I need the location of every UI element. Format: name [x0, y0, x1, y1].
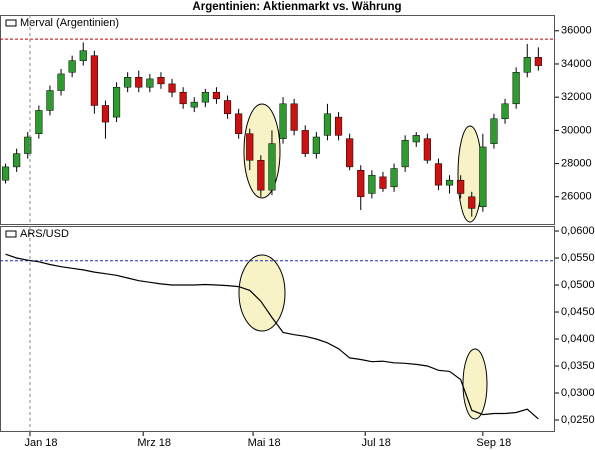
- y-tick-label: 0,0600: [561, 225, 595, 237]
- highlight: [238, 254, 286, 332]
- legend-icon: [5, 230, 17, 238]
- x-tick-label: Sep 18: [476, 437, 511, 449]
- y-tick-label: 26000: [561, 191, 592, 203]
- candle-body: [24, 136, 32, 154]
- candle-body: [534, 57, 542, 66]
- candle-body: [212, 91, 221, 100]
- candle-body: [190, 101, 198, 108]
- candle-body: [101, 105, 110, 123]
- x-tick-label: Jan 18: [24, 437, 57, 449]
- legend-icon: [5, 19, 17, 27]
- y-tick-label: 36000: [561, 25, 592, 37]
- y-tick-label: 34000: [561, 58, 592, 70]
- candle-body: [323, 113, 332, 136]
- candle-body: [512, 72, 520, 105]
- candle-body: [457, 179, 465, 194]
- candle-body: [423, 138, 431, 161]
- candle-body: [46, 90, 54, 111]
- legend-label: Merval (Argentinien): [20, 17, 119, 29]
- candle-body: [235, 113, 243, 134]
- candle-body: [223, 100, 232, 115]
- plot-frame: [0, 226, 555, 432]
- candle-body: [13, 153, 21, 168]
- y-tick-label: 32000: [561, 91, 592, 103]
- candle-body: [468, 196, 476, 209]
- candle-body: [523, 57, 531, 73]
- candle-body: [501, 103, 509, 120]
- candle-body: [124, 77, 132, 88]
- candle-body: [490, 118, 498, 144]
- candle-body: [279, 103, 287, 139]
- plot-frame: [0, 15, 555, 225]
- y-tick-label: 0,0550: [561, 252, 595, 264]
- candle-body: [412, 135, 420, 143]
- candle-body: [35, 110, 43, 134]
- line: [5, 253, 539, 420]
- x-tick-label: Jul 18: [362, 437, 391, 449]
- candle-body: [268, 143, 276, 191]
- candle-body: [379, 176, 387, 189]
- y-tick-label: 0,0500: [561, 279, 595, 291]
- candle-body: [290, 103, 298, 131]
- candle-body: [445, 179, 454, 186]
- y-tick-label: 0,0400: [561, 333, 595, 345]
- candle-body: [90, 55, 98, 106]
- y-tick-label: 0,0300: [561, 387, 595, 399]
- y-tick-label: 0,0350: [561, 360, 595, 372]
- candle-body: [390, 168, 398, 188]
- legend-label: ARS/USD: [20, 228, 69, 240]
- candle-body: [57, 73, 65, 91]
- candle-body: [346, 138, 354, 168]
- candle-body: [179, 91, 187, 105]
- x-tick-label: Mrz 18: [137, 437, 171, 449]
- candle-body: [246, 133, 254, 161]
- y-tick-label: 0,0250: [561, 414, 595, 426]
- candle-body: [201, 91, 209, 103]
- candle-body: [168, 83, 176, 93]
- candle-body: [157, 77, 165, 85]
- y-tick-label: 28000: [561, 157, 592, 169]
- candle-body: [334, 116, 343, 136]
- candle-body: [112, 86, 121, 118]
- candle-body: [257, 160, 265, 191]
- candle-body: [479, 146, 487, 207]
- y-tick-label: 30000: [561, 124, 592, 136]
- chart-title: Argentinien: Aktienmarkt vs. Währung: [192, 1, 401, 13]
- x-tick-label: Mai 18: [248, 437, 281, 449]
- candle-body: [1, 166, 10, 181]
- candle-body: [135, 77, 143, 88]
- candle-body: [357, 169, 365, 198]
- candle-body: [434, 163, 443, 186]
- candle-body: [301, 130, 309, 154]
- candle-body: [68, 60, 76, 73]
- candle-body: [401, 140, 409, 168]
- candle-body: [79, 50, 87, 61]
- highlight: [462, 348, 488, 420]
- candle-body: [312, 136, 320, 154]
- y-tick-label: 0,0450: [561, 306, 595, 318]
- candle-body: [368, 174, 376, 194]
- candle-body: [146, 78, 154, 88]
